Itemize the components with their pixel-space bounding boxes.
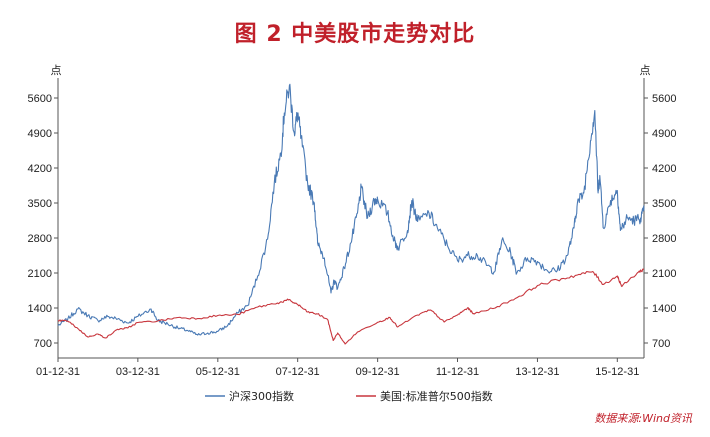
y-tick-label-left: 2800 (28, 233, 52, 245)
y-axis-left: 点 700 1400 2100 2800 3500 4200 4900 5600 (28, 64, 62, 350)
x-tick-label: 11-12-31 (436, 366, 479, 378)
x-tick-label: 07-12-31 (276, 366, 320, 378)
source-note: 数据来源:Wind资讯 (594, 412, 692, 425)
y-tick-label-left: 1400 (28, 303, 52, 315)
y-tick-label-right: 2100 (652, 268, 676, 280)
x-tick-label: 13-12-31 (515, 366, 559, 378)
y-tick-label-left: 5600 (28, 93, 52, 105)
series-line-hs300 (57, 83, 645, 336)
x-axis: 01-12-31 03-12-31 05-12-31 07-12-31 09-12-31… (36, 358, 639, 378)
legend-label-hs300: 沪深300指数 (229, 389, 294, 403)
legend: 沪深300指数 美国:标准普尔500指数 (205, 389, 493, 403)
x-tick-label: 15-12-31 (595, 366, 639, 378)
chart-title: 图 2 中美股市走势对比 (234, 22, 476, 47)
x-tick-label: 01-12-31 (36, 366, 80, 378)
legend-label-sp500: 美国:标准普尔500指数 (380, 389, 493, 403)
y-axis-left-unit: 点 (51, 64, 62, 77)
x-tick-label: 09-12-31 (356, 366, 400, 378)
y-tick-label-left: 4900 (28, 128, 52, 140)
y-tick-label-right: 1400 (652, 303, 676, 315)
y-tick-label-left: 2100 (28, 268, 52, 280)
plot-frame (57, 78, 645, 359)
y-axis-right-unit: 点 (640, 64, 651, 77)
y-tick-label-right: 5600 (652, 93, 676, 105)
series-layer (57, 83, 645, 345)
series-line-sp500 (57, 268, 645, 345)
x-tick-label: 05-12-31 (196, 366, 240, 378)
y-tick-label-right: 700 (652, 338, 670, 350)
y-tick-label-left: 4200 (28, 163, 52, 175)
y-axis-right: 点 700 1400 2100 2800 3500 4200 4900 5600 (640, 64, 677, 350)
y-tick-label-right: 2800 (652, 233, 676, 245)
y-tick-label-left: 700 (34, 338, 52, 350)
y-tick-label-left: 3500 (28, 198, 52, 210)
y-tick-label-right: 4200 (652, 163, 676, 175)
x-tick-label: 03-12-31 (116, 366, 160, 378)
y-tick-label-right: 4900 (652, 128, 676, 140)
y-tick-label-right: 3500 (652, 198, 676, 210)
